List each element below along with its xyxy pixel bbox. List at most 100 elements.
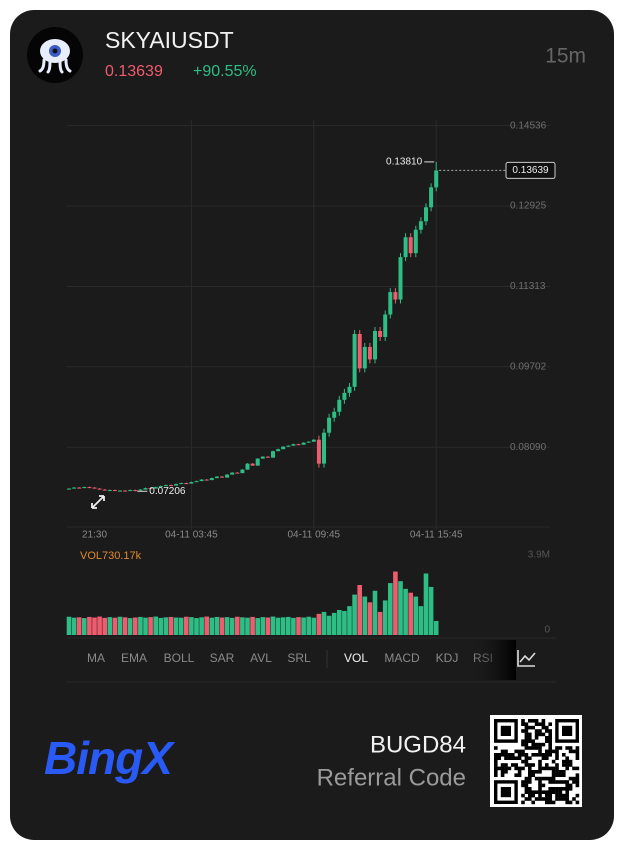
qr-module bbox=[568, 749, 573, 754]
qr-module bbox=[541, 790, 546, 794]
qr-module bbox=[555, 790, 559, 794]
qr-module bbox=[545, 756, 549, 760]
qr-module bbox=[558, 790, 563, 794]
qr-module bbox=[541, 753, 546, 757]
candle-body bbox=[271, 451, 275, 458]
qr-module bbox=[548, 749, 552, 754]
qr-module bbox=[548, 746, 552, 750]
qr-module bbox=[528, 797, 532, 801]
volume-bar bbox=[372, 590, 378, 635]
qr-module bbox=[538, 742, 542, 747]
qr-module bbox=[528, 770, 532, 774]
interval[interactable]: 15m bbox=[545, 45, 586, 68]
qr-module bbox=[500, 766, 505, 771]
qr-module bbox=[562, 793, 566, 798]
qr-module bbox=[517, 770, 522, 774]
qr-module bbox=[545, 739, 549, 743]
candle-body bbox=[265, 456, 270, 458]
qr-module bbox=[524, 722, 529, 726]
qr-module bbox=[504, 749, 508, 754]
indicator-tab[interactable]: MA bbox=[87, 651, 105, 665]
qr-module bbox=[575, 780, 580, 784]
volume-bar bbox=[367, 602, 373, 635]
qr-module bbox=[565, 793, 569, 798]
qr-module bbox=[528, 780, 532, 784]
qr-module bbox=[545, 736, 549, 740]
candle-body bbox=[362, 346, 367, 369]
coin-logo bbox=[27, 27, 83, 83]
candle-body bbox=[245, 463, 250, 470]
expand-icon[interactable] bbox=[91, 495, 105, 509]
qr-module bbox=[551, 770, 556, 774]
candle-body bbox=[209, 478, 214, 481]
candle-body bbox=[306, 441, 311, 443]
chart-settings-icon[interactable] bbox=[517, 650, 536, 667]
qr-module bbox=[534, 770, 539, 774]
indicator-tab[interactable]: KDJ bbox=[436, 651, 459, 665]
candle-body bbox=[403, 237, 408, 258]
qr-module bbox=[548, 766, 552, 771]
candle-body bbox=[179, 483, 184, 485]
qr-module bbox=[534, 746, 539, 750]
qr-module bbox=[494, 766, 498, 771]
volume-tick-label: 3.9M bbox=[528, 550, 550, 561]
qr-module bbox=[521, 739, 525, 743]
indicator-tab[interactable]: AVL bbox=[250, 651, 272, 665]
indicator-tab[interactable]: BOLL bbox=[164, 651, 195, 665]
qr-module bbox=[534, 719, 539, 723]
qr-module bbox=[551, 749, 556, 754]
price-change: +90.55% bbox=[193, 63, 257, 80]
qr-module bbox=[541, 776, 546, 781]
qr-module bbox=[504, 763, 508, 767]
volume-bar bbox=[326, 615, 332, 635]
qr-module bbox=[528, 732, 532, 737]
qr-module bbox=[531, 790, 535, 794]
qr-module bbox=[528, 719, 532, 723]
qr-module bbox=[528, 787, 532, 791]
qr-module bbox=[538, 753, 542, 757]
qr-module bbox=[514, 773, 518, 777]
volume-bar bbox=[235, 616, 240, 635]
volume-bar bbox=[388, 583, 393, 635]
indicator-tab[interactable]: MACD bbox=[384, 651, 420, 665]
volume-bar bbox=[382, 600, 388, 635]
qr-module bbox=[575, 766, 580, 771]
qr-module bbox=[548, 797, 552, 801]
qr-module bbox=[531, 800, 535, 805]
qr-module bbox=[494, 756, 498, 760]
qr-module bbox=[494, 763, 498, 767]
qr-module bbox=[500, 753, 505, 757]
qr-module bbox=[521, 719, 525, 723]
volume-bar bbox=[311, 617, 317, 635]
qr-module bbox=[545, 749, 549, 754]
x-tick-label: 04-11 03:45 bbox=[165, 530, 218, 541]
candle-body bbox=[347, 386, 352, 393]
qr-module bbox=[538, 746, 542, 750]
volume-bar bbox=[418, 606, 424, 635]
candle-body bbox=[133, 490, 138, 492]
candle-body bbox=[291, 444, 296, 446]
indicator-tab[interactable]: VOL bbox=[344, 651, 368, 665]
candle-body bbox=[184, 483, 189, 485]
qr-module bbox=[548, 793, 552, 798]
qr-module bbox=[565, 797, 569, 801]
qr-module bbox=[517, 766, 522, 771]
indicator-tab[interactable]: EMA bbox=[121, 651, 147, 665]
indicator-tab[interactable]: SRL bbox=[287, 651, 311, 665]
qr-module bbox=[575, 756, 580, 760]
volume-bar bbox=[189, 617, 194, 635]
qr-module bbox=[562, 780, 566, 784]
qr-module bbox=[517, 749, 522, 754]
y-tick-label: 0.12925 bbox=[510, 201, 547, 212]
qr-module bbox=[497, 756, 501, 760]
qr-module bbox=[541, 742, 546, 747]
qr-module bbox=[528, 766, 532, 771]
candle-body bbox=[214, 476, 219, 479]
candle-body bbox=[148, 488, 153, 490]
qr-finder bbox=[562, 725, 573, 736]
volume-bar bbox=[178, 617, 184, 635]
qr-module bbox=[575, 793, 580, 798]
indicator-tab[interactable]: SAR bbox=[210, 651, 235, 665]
qr-module bbox=[555, 749, 559, 754]
qr-module bbox=[538, 780, 542, 784]
